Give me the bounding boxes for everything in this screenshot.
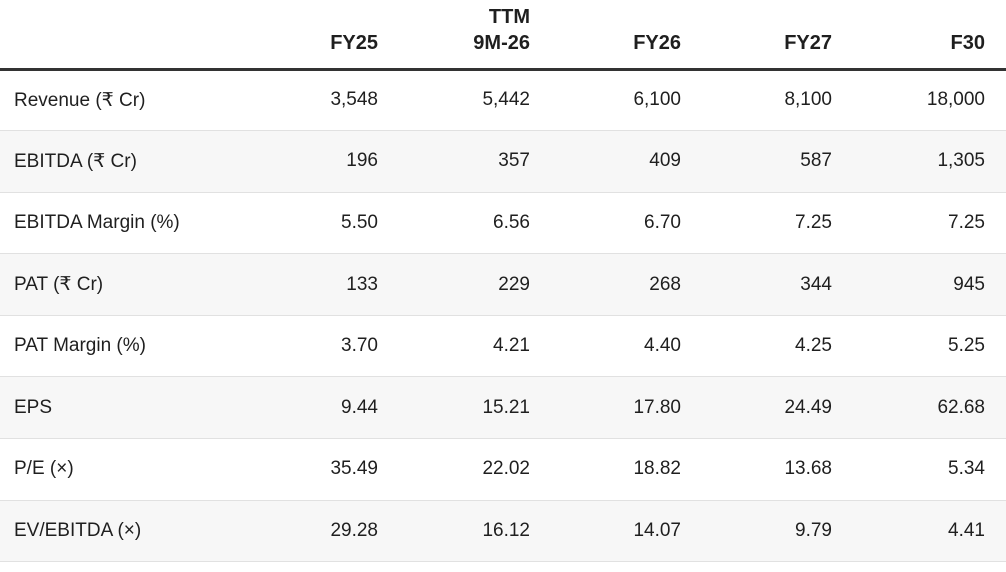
metric-value: 7.25 — [832, 192, 1006, 255]
metric-value: 9.79 — [681, 500, 832, 563]
metric-value: 8,100 — [681, 69, 832, 132]
table-row-ebitda-margin: EBITDA Margin (%) 5.50 6.56 6.70 7.25 7.… — [0, 192, 1006, 255]
column-header-fy25: FY25 — [227, 0, 378, 71]
table-row-ev-ebitda: EV/EBITDA (×) 29.28 16.12 14.07 9.79 4.4… — [0, 500, 1006, 563]
metric-label: P/E (×) — [0, 438, 227, 501]
metric-label: Revenue (₹ Cr) — [0, 69, 227, 132]
metric-value: 3.70 — [227, 315, 378, 378]
metric-label: EBITDA Margin (%) — [0, 192, 227, 255]
metric-value: 16.12 — [378, 500, 530, 563]
table-row-revenue: Revenue (₹ Cr) 3,548 5,442 6,100 8,100 1… — [0, 69, 1006, 132]
metric-value: 409 — [530, 130, 681, 193]
metric-value: 344 — [681, 253, 832, 316]
metric-label: PAT (₹ Cr) — [0, 253, 227, 316]
metric-value: 62.68 — [832, 376, 1006, 440]
metric-value: 3,548 — [227, 69, 378, 132]
column-header-metric — [0, 0, 227, 71]
column-header-f30: F30 — [832, 0, 1006, 71]
metric-value: 587 — [681, 130, 832, 193]
metric-value: 29.28 — [227, 500, 378, 563]
metric-value: 24.49 — [681, 376, 832, 440]
column-header-ttm-topline: TTM — [488, 5, 530, 28]
metric-value: 1,305 — [832, 130, 1006, 193]
metric-label: EV/EBITDA (×) — [0, 500, 227, 563]
column-header-ttm-9m26: TTM 9M-26 — [378, 0, 530, 71]
metric-value: 13.68 — [681, 438, 832, 501]
header-row: FY25 TTM 9M-26 FY26 FY27 F30 — [0, 0, 1006, 71]
metric-value: 4.25 — [681, 315, 832, 378]
metric-value: 4.41 — [832, 500, 1006, 563]
metric-value: 5.25 — [832, 315, 1006, 378]
metric-label: EPS — [0, 376, 227, 440]
metric-value: 4.21 — [378, 315, 530, 378]
metric-value: 6.56 — [378, 192, 530, 255]
table-row-pat-margin: PAT Margin (%) 3.70 4.21 4.40 4.25 5.25 — [0, 315, 1006, 378]
table-row-ebitda: EBITDA (₹ Cr) 196 357 409 587 1,305 — [0, 130, 1006, 193]
metric-value: 268 — [530, 253, 681, 316]
metric-value: 5.34 — [832, 438, 1006, 501]
metric-value: 6,100 — [530, 69, 681, 132]
metric-value: 17.80 — [530, 376, 681, 440]
metric-value: 5.50 — [227, 192, 378, 255]
metric-value: 18,000 — [832, 69, 1006, 132]
metric-value: 6.70 — [530, 192, 681, 255]
column-header-fy26: FY26 — [530, 0, 681, 71]
column-header-ttm-label: 9M-26 — [473, 31, 530, 54]
metric-value: 133 — [227, 253, 378, 316]
metric-value: 229 — [378, 253, 530, 316]
metric-value: 357 — [378, 130, 530, 193]
metric-value: 15.21 — [378, 376, 530, 440]
metric-value: 5,442 — [378, 69, 530, 132]
metric-value: 14.07 — [530, 500, 681, 563]
table-row-pat: PAT (₹ Cr) 133 229 268 344 945 — [0, 253, 1006, 316]
metric-value: 196 — [227, 130, 378, 193]
table-row-eps: EPS 9.44 15.21 17.80 24.49 62.68 — [0, 376, 1006, 440]
metric-value: 7.25 — [681, 192, 832, 255]
table-row-pe: P/E (×) 35.49 22.02 18.82 13.68 5.34 — [0, 438, 1006, 501]
column-header-fy27: FY27 — [681, 0, 832, 71]
metric-value: 18.82 — [530, 438, 681, 501]
metric-label: EBITDA (₹ Cr) — [0, 130, 227, 193]
metric-value: 35.49 — [227, 438, 378, 501]
metric-label: PAT Margin (%) — [0, 315, 227, 378]
metric-value: 22.02 — [378, 438, 530, 501]
metric-value: 9.44 — [227, 376, 378, 440]
metric-value: 4.40 — [530, 315, 681, 378]
metric-value: 945 — [832, 253, 1006, 316]
